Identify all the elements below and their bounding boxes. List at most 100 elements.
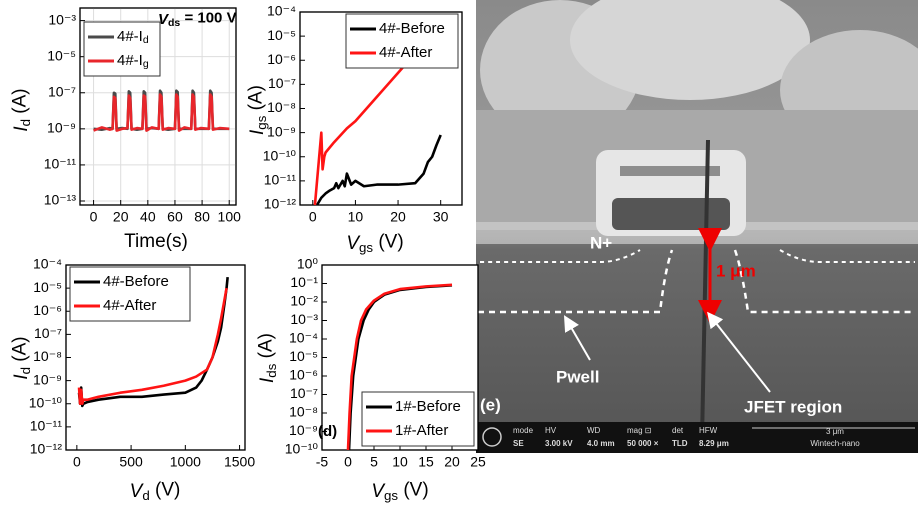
y-tick-label: 10⁻⁵ bbox=[289, 348, 318, 364]
y-axis-label: Id (A) bbox=[9, 336, 32, 379]
y-tick-label: 10⁻⁵ bbox=[47, 47, 76, 63]
text-part: (V) bbox=[150, 479, 181, 500]
text-part: d bbox=[18, 119, 33, 126]
y-tick-label: 10⁻³ bbox=[48, 11, 76, 27]
text-part: ds bbox=[168, 17, 180, 29]
text-part: 1#-Before bbox=[395, 398, 461, 415]
x-axis-label: Time(s) bbox=[124, 231, 188, 252]
x-tick-label: 0 bbox=[73, 454, 81, 470]
y-tick-label: 10⁻⁴ bbox=[289, 330, 318, 346]
annotation: (d) bbox=[318, 423, 337, 440]
x-tick-label: -5 bbox=[316, 454, 329, 470]
text-part: (A) bbox=[9, 336, 30, 367]
text-part: (A) bbox=[9, 88, 30, 119]
y-tick-label: 10⁻¹¹ bbox=[264, 172, 297, 188]
legend-label: 4#-After bbox=[379, 44, 432, 61]
legend-label: 4#-Before bbox=[103, 273, 169, 290]
x-tick-label: 60 bbox=[167, 209, 183, 225]
scale-label: 3 μm bbox=[826, 427, 844, 436]
text-part: 4#-After bbox=[379, 44, 432, 61]
info-value: SE bbox=[513, 439, 524, 448]
y-tick-label: 10⁻⁵ bbox=[33, 279, 62, 295]
text-part: (A) bbox=[245, 85, 266, 116]
text-part: d bbox=[18, 367, 33, 374]
y-tick-label: 10⁻⁸ bbox=[33, 348, 62, 364]
legend-label: 1#-After bbox=[395, 422, 448, 439]
x-tick-label: 20 bbox=[390, 209, 406, 225]
data-line bbox=[94, 95, 230, 131]
y-tick-label: 10⁻³ bbox=[290, 311, 318, 327]
depth-label: 1 μm bbox=[716, 261, 756, 280]
x-axis-label: Vd (V) bbox=[130, 479, 181, 502]
nplus-label: N+ bbox=[590, 233, 612, 252]
figure: N+ 1 μm Pwell JFET region (e) 3 μm Winte… bbox=[0, 0, 918, 511]
jfet-label: JFET region bbox=[744, 397, 842, 416]
x-tick-label: 0 bbox=[309, 209, 317, 225]
y-tick-label: 10⁻¹¹ bbox=[44, 156, 77, 172]
text-part: 4#-Before bbox=[379, 20, 445, 37]
info-head: HFW bbox=[699, 426, 718, 435]
text-part: d bbox=[143, 34, 149, 46]
text-part: 4#-Before bbox=[103, 273, 169, 290]
y-tick-label: 10⁻² bbox=[290, 293, 318, 309]
x-tick-label: 100 bbox=[218, 209, 242, 225]
y-tick-label: 10⁻⁸ bbox=[267, 99, 296, 115]
x-axis-label: Vgs (V) bbox=[371, 479, 428, 502]
text-part: gs bbox=[254, 115, 269, 129]
text-part: (A) bbox=[255, 333, 276, 364]
info-head: mag ⊡ bbox=[627, 426, 652, 435]
y-axis-label: Id (A) bbox=[9, 88, 32, 131]
pwell-label: Pwell bbox=[556, 367, 599, 386]
info-head: det bbox=[672, 426, 684, 435]
info-head: mode bbox=[513, 426, 534, 435]
y-tick-label: 10⁻⁶ bbox=[33, 302, 62, 318]
text-part: (V) bbox=[398, 479, 429, 500]
y-tick-label: 10⁻⁹ bbox=[267, 123, 296, 139]
info-value: 8.29 μm bbox=[699, 439, 729, 448]
info-value: TLD bbox=[672, 439, 688, 448]
x-tick-label: 10 bbox=[348, 209, 364, 225]
text-part: 4#-I bbox=[117, 28, 143, 45]
text-part: gs bbox=[359, 240, 373, 255]
x-tick-label: 30 bbox=[433, 209, 449, 225]
y-tick-label: 10⁻⁷ bbox=[34, 325, 62, 341]
x-tick-label: 20 bbox=[113, 209, 129, 225]
y-tick-label: 10⁻⁹ bbox=[33, 371, 62, 387]
x-tick-label: 10 bbox=[392, 454, 408, 470]
x-tick-label: 40 bbox=[140, 209, 156, 225]
x-tick-label: 80 bbox=[194, 209, 210, 225]
text-part: ds bbox=[264, 363, 279, 377]
info-head: WD bbox=[587, 426, 601, 435]
sem-image: N+ 1 μm Pwell JFET region (e) 3 μm Winte… bbox=[476, 0, 918, 453]
info-value: 3.00 kV bbox=[545, 439, 573, 448]
info-value: 4.0 mm bbox=[587, 439, 615, 448]
x-tick-label: 0 bbox=[90, 209, 98, 225]
y-tick-label: 10⁻⁷ bbox=[48, 83, 76, 99]
text-part: 4#-I bbox=[117, 52, 143, 69]
text-part: (V) bbox=[373, 231, 404, 252]
x-axis-label: Vgs (V) bbox=[346, 231, 403, 254]
y-tick-label: 10⁻¹² bbox=[30, 441, 63, 457]
y-axis-label: Ids (A) bbox=[255, 333, 278, 383]
y-axis-label: Igs (A) bbox=[245, 85, 268, 135]
y-tick-label: 10⁻¹⁰ bbox=[263, 147, 297, 163]
y-tick-label: 10⁻¹² bbox=[264, 196, 297, 212]
x-tick-label: 5 bbox=[370, 454, 378, 470]
y-tick-label: 10⁻¹⁰ bbox=[29, 394, 63, 410]
sem-gate-core bbox=[612, 198, 730, 230]
legend-label: 1#-Before bbox=[395, 398, 461, 415]
y-tick-label: 10⁻¹ bbox=[290, 274, 318, 290]
y-tick-label: 10⁻⁹ bbox=[47, 120, 76, 136]
legend-label: 4#-After bbox=[103, 297, 156, 314]
y-tick-label: 10⁰ bbox=[297, 256, 319, 272]
y-tick-label: 10⁻¹¹ bbox=[30, 418, 63, 434]
y-tick-label: 10⁻¹⁰ bbox=[285, 441, 319, 457]
info-head: HV bbox=[545, 426, 557, 435]
x-tick-label: 1500 bbox=[224, 454, 255, 470]
text-part: g bbox=[143, 58, 149, 70]
text-part: gs bbox=[384, 488, 398, 503]
sem-gate-slit bbox=[620, 166, 720, 176]
x-tick-label: 500 bbox=[119, 454, 143, 470]
text-part: 1#-After bbox=[395, 422, 448, 439]
y-tick-label: 10⁻⁷ bbox=[268, 75, 296, 91]
